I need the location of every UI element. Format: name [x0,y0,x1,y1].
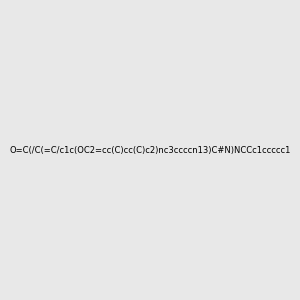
Text: O=C(/C(=C/c1c(OC2=cc(C)cc(C)c2)nc3ccccn13)C#N)NCCc1ccccc1: O=C(/C(=C/c1c(OC2=cc(C)cc(C)c2)nc3ccccn1… [9,146,291,154]
